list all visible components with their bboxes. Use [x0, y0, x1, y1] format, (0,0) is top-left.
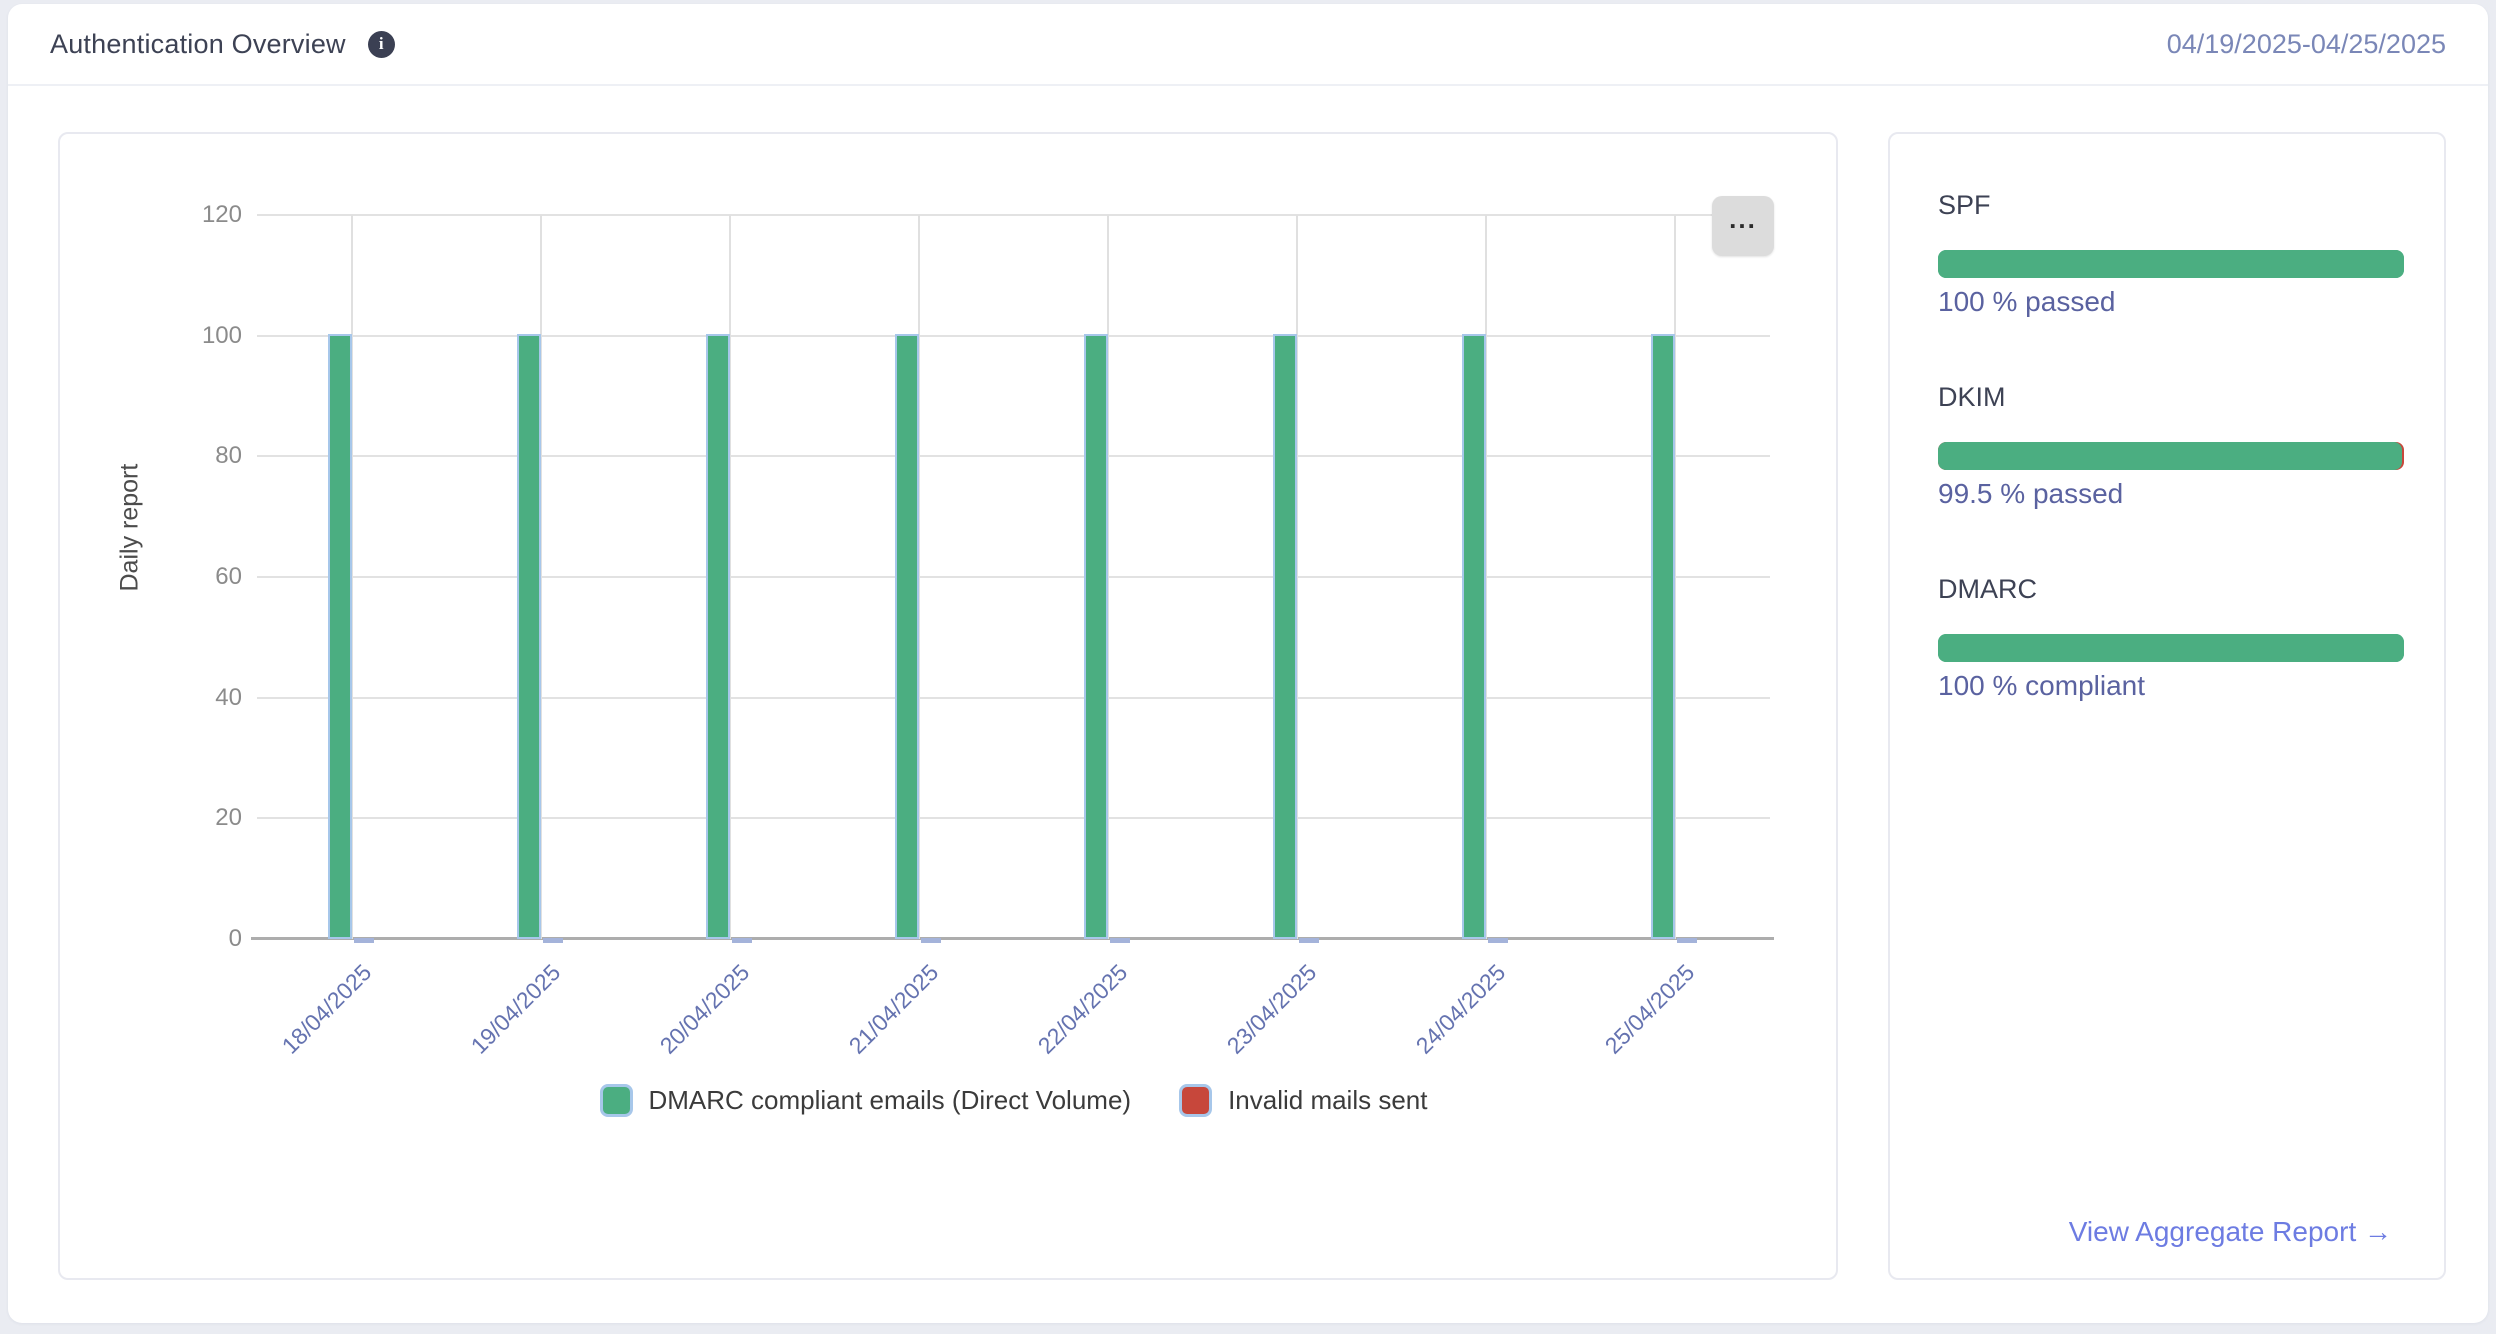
dmarc-status: 100 % compliant — [1938, 670, 2146, 701]
x-tick-label: 25/04/2025 — [1600, 959, 1700, 1059]
x-tick-label: 21/04/2025 — [843, 959, 944, 1059]
bar-zero — [1488, 938, 1509, 943]
spf-progress-bar — [1938, 250, 2404, 278]
v-gridline — [917, 215, 920, 939]
dmarc-section: DMARC 100 % compliant — [1938, 574, 2404, 702]
progress-fill — [1938, 634, 2404, 662]
spf-label: SPF — [1938, 190, 1991, 220]
h-gridline — [257, 576, 1770, 578]
spf-status: 100 % passed — [1938, 286, 2116, 317]
x-tick-label: 19/04/2025 — [465, 959, 566, 1059]
view-aggregate-report-link[interactable]: View Aggregate Report → — [2068, 1216, 2392, 1247]
bar-zero — [731, 938, 752, 943]
y-tick-label: 0 — [228, 925, 242, 952]
legend-item[interactable]: DMARC compliant emails (Direct Volume) — [599, 1084, 1132, 1117]
y-tick-label: 40 — [215, 683, 242, 711]
bar — [705, 333, 730, 939]
plot-area — [251, 214, 1774, 943]
legend-item[interactable]: Invalid mails sent — [1179, 1084, 1427, 1117]
dkim-section: DKIM 99.5 % passed — [1938, 382, 2404, 510]
x-tick-label: 20/04/2025 — [654, 959, 755, 1059]
y-tick-label: 20 — [215, 804, 242, 832]
chart-card: 0 20 40 60 80 100 120 Daily report 18/04/2025 1… — [58, 132, 1838, 1280]
v-gridline — [728, 215, 731, 939]
v-gridline — [539, 215, 542, 939]
progress-fill — [1938, 250, 2404, 278]
bar — [1273, 333, 1298, 939]
auth-summary-card: SPF 100 % passed DKIM 99.5 % passed DMAR… — [1888, 132, 2446, 1280]
y-tick-label: 60 — [215, 563, 242, 590]
h-gridline — [257, 696, 1770, 699]
x-tick-label: 23/04/2025 — [1221, 959, 1322, 1059]
x-tick-label: 18/04/2025 — [276, 959, 376, 1059]
v-gridline — [1674, 215, 1677, 939]
legend-swatch-icon — [599, 1084, 633, 1117]
dkim-label: DKIM — [1938, 382, 2006, 412]
v-gridline — [1485, 215, 1488, 939]
v-gridline — [1296, 215, 1299, 939]
legend-swatch-icon — [1179, 1084, 1213, 1117]
bar — [1084, 333, 1109, 939]
bar-zero — [1677, 938, 1698, 943]
h-gridline — [257, 817, 1770, 820]
dmarc-label: DMARC — [1938, 574, 2037, 604]
dkim-progress-bar — [1938, 442, 2404, 470]
legend-label: DMARC compliant emails (Direct Volume) — [648, 1085, 1132, 1115]
chart-legend: DMARC compliant emails (Direct Volume) In… — [257, 1084, 1770, 1117]
bar — [516, 333, 541, 939]
v-gridline — [350, 215, 353, 939]
x-axis-line — [251, 937, 1774, 940]
dmarc-progress-bar — [1938, 634, 2404, 662]
h-gridline — [257, 214, 1770, 216]
h-gridline — [257, 455, 1770, 458]
y-tick-label: 120 — [201, 201, 242, 228]
panel-header: Authentication Overview i 04/19/2025-04/… — [8, 4, 2488, 86]
bar-zero — [353, 938, 374, 943]
x-tick-label: 22/04/2025 — [1032, 959, 1133, 1059]
y-tick-label: 80 — [215, 442, 242, 470]
spf-section: SPF 100 % passed — [1938, 190, 2404, 318]
progress-fill — [1938, 442, 2402, 470]
y-tick-label: 100 — [201, 321, 242, 349]
y-axis-title: Daily report — [115, 463, 144, 592]
bar-zero — [1110, 938, 1131, 943]
main-panel: Authentication Overview i 04/19/2025-04/… — [8, 4, 2488, 1323]
v-gridline — [1107, 215, 1110, 939]
bar-zero — [920, 938, 941, 943]
bar — [894, 333, 919, 939]
chart-menu-button[interactable]: ... — [1712, 196, 1774, 256]
bar-zero — [542, 938, 563, 943]
legend-label: Invalid mails sent — [1228, 1085, 1428, 1115]
x-tick-label: 24/04/2025 — [1410, 959, 1511, 1059]
bar — [327, 333, 352, 939]
page-title: Authentication Overview — [50, 28, 346, 59]
bar — [1651, 333, 1676, 939]
bar-zero — [1299, 938, 1320, 943]
bar — [1462, 333, 1487, 939]
dkim-status: 99.5 % passed — [1938, 478, 2124, 509]
h-gridline — [257, 334, 1770, 337]
info-icon[interactable]: i — [367, 30, 395, 58]
date-range-label: 04/19/2025-04/25/2025 — [2166, 28, 2446, 59]
